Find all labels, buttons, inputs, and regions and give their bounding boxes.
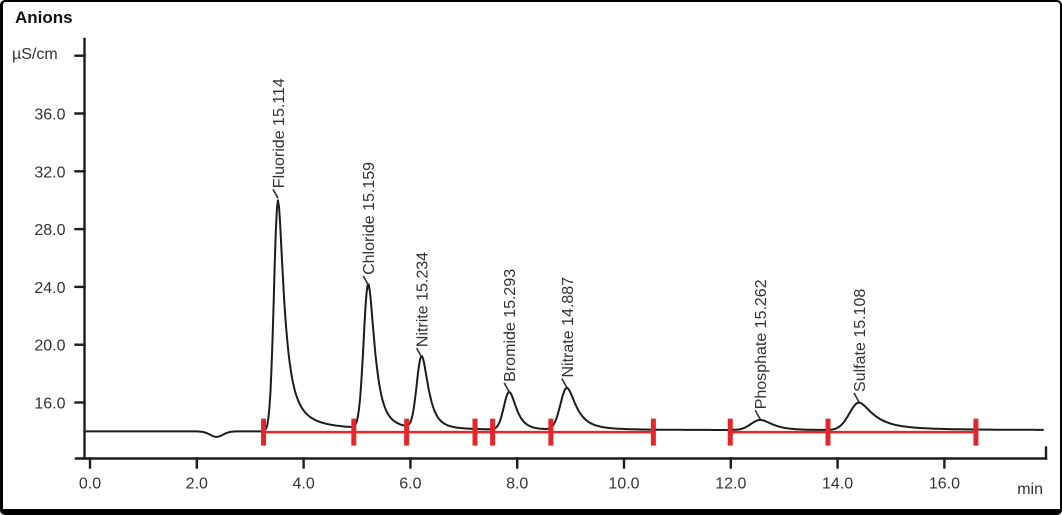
x-tick-label: 8.0 [506,476,528,493]
x-axis-unit-label: min [1017,481,1043,498]
peak-label-leader [362,275,369,286]
y-tick-label: 16.0 [34,396,65,413]
chromatogram-chart: Anions µS/cm min 36.0 32.0 28.0 24.0 20.0 16.… [12,8,1048,498]
x-tick-label: 2.0 [186,476,208,493]
x-tick-label: 0.0 [79,476,101,493]
y-tick-label: 32.0 [34,164,65,181]
peak-label-bromide: Bromide 15.293 [502,269,519,382]
y-axis-unit-label: µS/cm [12,46,58,63]
axes: 36.0 32.0 28.0 24.0 20.0 16.0 0.0 2.0 4.0 6.0 8.0 1… [34,37,1048,493]
x-tick-label: 4.0 [292,476,314,493]
x-tick-label: 14.0 [822,476,853,493]
peak-label-nitrate: Nitrate 14.887 [560,277,577,378]
peak-label-leader [853,392,860,403]
y-tick-label: 28.0 [34,222,65,239]
peak-labels: Fluoride 15.114 Chloride 15.159 Nitrite 15… [271,78,869,420]
signal-curve [85,199,1044,438]
x-tick-label: 10.0 [608,476,639,493]
conductivity-trace [85,199,1044,438]
peak-label-leader [754,409,761,420]
peak-label-leader [415,347,423,358]
x-tick-label: 6.0 [399,476,421,493]
peak-label-leader [561,378,568,388]
peak-label-chloride: Chloride 15.159 [361,162,378,275]
peak-label-leader [503,382,510,393]
peak-label-leader [272,188,279,199]
peak-label-phosphate: Phosphate 15.262 [753,279,770,409]
y-tick-label: 24.0 [34,280,65,297]
chart-title: Anions [15,8,73,27]
peak-label-fluoride: Fluoride 15.114 [271,78,288,188]
y-tick-label: 36.0 [34,107,65,124]
x-tick-label: 16.0 [929,476,960,493]
peak-label-sulfate: Sulfate 15.108 [852,289,869,392]
x-tick-label: 12.0 [715,476,746,493]
peak-label-nitrite: Nitrite 15.234 [415,252,432,347]
y-tick-label: 20.0 [34,338,65,355]
integration-baseline [261,418,979,446]
